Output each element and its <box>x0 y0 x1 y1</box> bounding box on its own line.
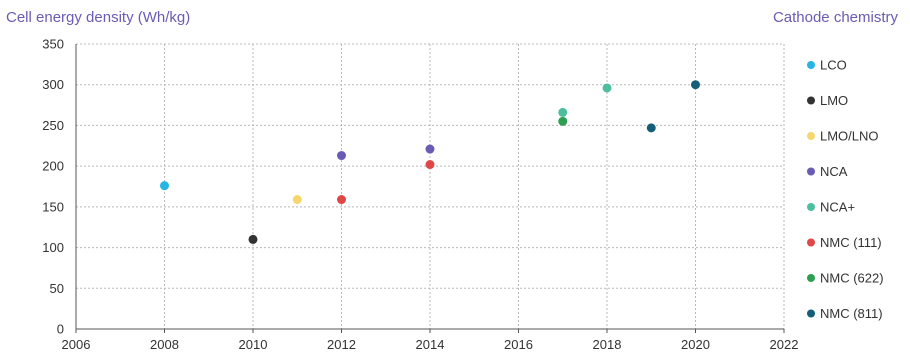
legend-marker <box>807 203 815 211</box>
x-tick-label: 2014 <box>416 337 445 352</box>
legend-title: Cathode chemistry <box>773 9 899 26</box>
data-point <box>248 234 258 244</box>
data-point <box>425 144 435 154</box>
axes <box>75 44 785 333</box>
legend-marker <box>807 167 815 176</box>
legend-label: LMO <box>820 93 848 108</box>
y-tick-label: 250 <box>42 118 64 133</box>
legend-marker <box>807 132 815 140</box>
data-point <box>602 83 612 93</box>
data-point <box>337 195 346 205</box>
grid-lines <box>76 43 785 329</box>
chart-title: Cell energy density (Wh/kg) <box>6 9 190 26</box>
y-tick-label: 300 <box>42 77 64 92</box>
legend-label: NMC (111) <box>820 235 882 250</box>
y-tick-label: 200 <box>42 159 64 174</box>
y-tick-label: 350 <box>42 37 64 52</box>
data-point <box>337 151 346 161</box>
x-tick-label: 2020 <box>681 337 710 352</box>
legend-label: NMC (811) <box>820 306 883 321</box>
y-tick-label: 0 <box>57 322 64 337</box>
x-tick-label: 2010 <box>239 337 268 352</box>
x-tick-label: 2006 <box>62 337 91 352</box>
x-tick-label: 2016 <box>504 337 533 352</box>
legend-marker <box>807 238 815 247</box>
legend-label: LMO/LNO <box>820 129 879 144</box>
data-point <box>425 160 435 170</box>
data-point <box>558 116 568 126</box>
legend-label: NCA <box>820 164 848 179</box>
legend-marker <box>807 96 815 105</box>
tick-labels: 0 50 100 150 200 250 300 350 2006 2008 2010 2012 201… <box>42 37 798 353</box>
data-points <box>160 80 700 244</box>
data-point <box>558 107 568 117</box>
legend-label: NMC (622) <box>820 271 884 286</box>
data-point <box>160 181 169 191</box>
y-tick-label: 150 <box>42 199 64 214</box>
y-tick-label: 100 <box>42 240 64 255</box>
legend-marker <box>807 309 815 318</box>
legend: LCO LMO LMO/LNO NCA NCA+ NMC (111) NMC (622) NM… <box>807 58 884 321</box>
data-point <box>646 123 656 133</box>
x-tick-label: 2022 <box>770 337 799 352</box>
legend-marker <box>807 61 815 69</box>
data-point <box>691 80 700 90</box>
legend-label: LCO <box>820 58 847 73</box>
x-tick-label: 2008 <box>150 337 179 352</box>
y-tick-label: 50 <box>50 281 64 296</box>
legend-label: NCA+ <box>820 200 855 215</box>
data-point <box>292 195 302 205</box>
legend-marker <box>807 274 815 282</box>
x-tick-label: 2012 <box>327 337 356 352</box>
x-tick-label: 2018 <box>593 337 622 352</box>
